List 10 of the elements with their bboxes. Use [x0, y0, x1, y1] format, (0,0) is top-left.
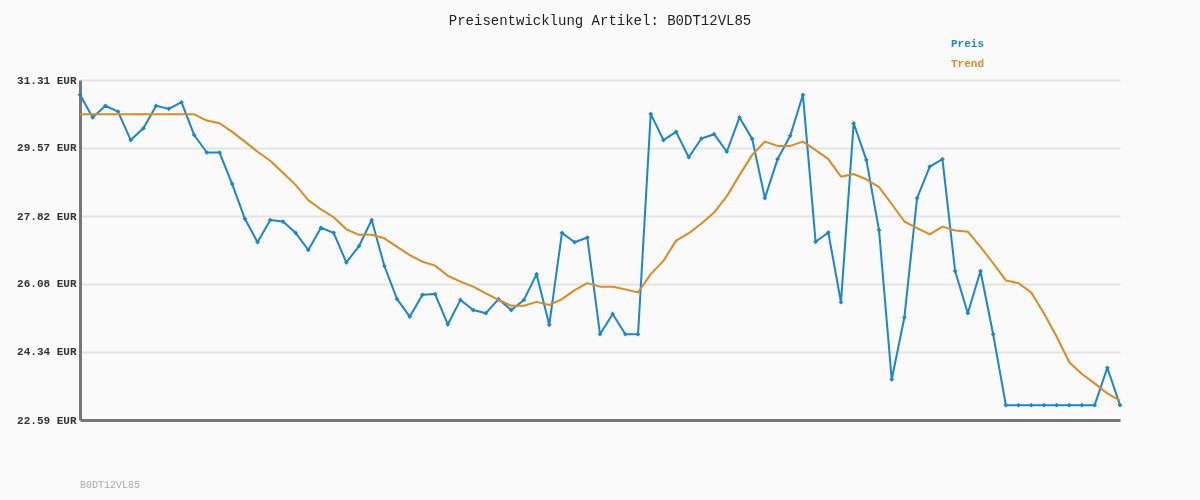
y-tick-label: 26.08 EUR	[17, 278, 77, 291]
text: B0DT12VL85	[80, 480, 141, 491]
y-tick-label: 27.82 EUR	[17, 210, 77, 223]
y-tick-label: 24.34 EUR	[17, 346, 77, 359]
y-tick-label: 31.31 EUR	[17, 74, 77, 87]
y-tick-label: 29.57 EUR	[17, 142, 77, 155]
text: Preis	[951, 37, 985, 50]
chart-title: Preisentwicklung Artikel: B0DT12VL85	[448, 13, 752, 29]
text: Trend	[951, 57, 985, 70]
y-tick-label: 22.59 EUR	[17, 414, 77, 427]
